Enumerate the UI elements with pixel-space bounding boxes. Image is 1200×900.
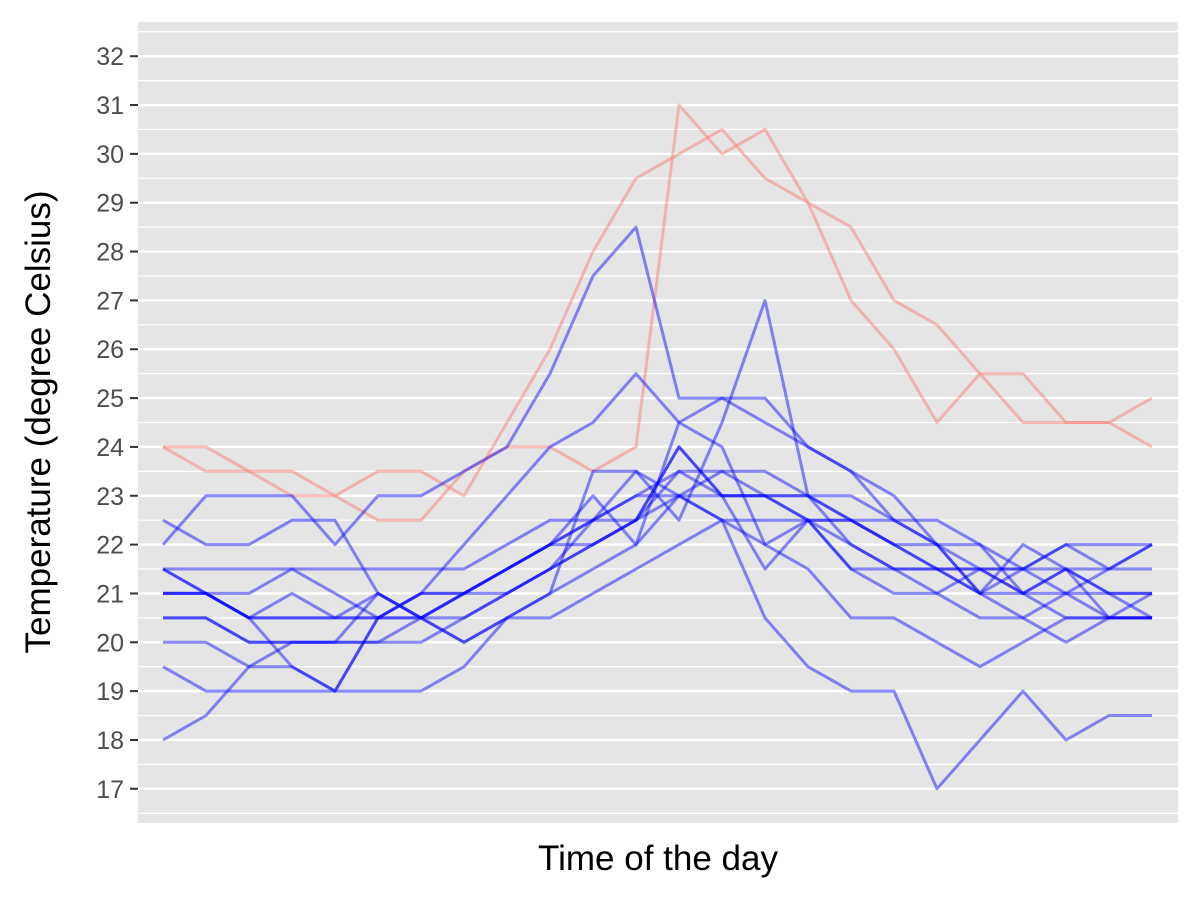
normal-series-line-5 bbox=[163, 372, 1153, 693]
normal-series-line-8 bbox=[163, 494, 1153, 644]
normal-series-line-9 bbox=[163, 469, 1152, 644]
y-tick-label: 31 bbox=[96, 92, 124, 120]
y-tick-label: 30 bbox=[96, 141, 124, 169]
normal-series-line-10 bbox=[162, 445, 1152, 742]
y-axis: 17 18 19 20 21 22 23 24 25 26 27 28 29 30 31 32 bbox=[96, 43, 138, 804]
normal-series-line-15 bbox=[162, 469, 1152, 620]
normal-series-line-12 bbox=[163, 494, 1152, 791]
hot-series-line-2 bbox=[162, 128, 1153, 498]
series-lines bbox=[161, 103, 1153, 791]
normal-series-line-14 bbox=[163, 469, 1152, 620]
y-axis-title: Temperature (degree Celsius) bbox=[19, 191, 58, 654]
y-tick-label: 25 bbox=[96, 385, 124, 413]
y-tick-label: 17 bbox=[96, 776, 124, 804]
y-tick-label: 24 bbox=[96, 434, 124, 462]
y-tick-label: 32 bbox=[96, 43, 124, 71]
y-tick-label: 20 bbox=[96, 629, 124, 657]
grid-lines bbox=[138, 31, 1178, 814]
normal-series-line-3 bbox=[161, 225, 1152, 620]
y-tick-label: 23 bbox=[96, 483, 124, 511]
normal-series-line-13 bbox=[163, 469, 1152, 595]
y-tick-label: 29 bbox=[96, 190, 124, 218]
y-tick-label: 27 bbox=[96, 287, 124, 315]
x-axis-title: Time of the day bbox=[538, 839, 778, 878]
y-tick-label: 22 bbox=[96, 532, 124, 560]
y-tick-label: 21 bbox=[96, 580, 124, 608]
hot-series-line-1 bbox=[163, 103, 1153, 522]
normal-series-line-4 bbox=[162, 298, 1153, 644]
y-tick-label: 19 bbox=[96, 678, 124, 706]
normal-series-line-7 bbox=[163, 445, 1152, 620]
normal-series-line-6 bbox=[162, 421, 1153, 693]
y-tick-label: 18 bbox=[96, 727, 124, 755]
y-tick-label: 28 bbox=[96, 239, 124, 267]
y-tick-label: 26 bbox=[96, 336, 124, 364]
normal-series-line-11 bbox=[162, 518, 1152, 693]
